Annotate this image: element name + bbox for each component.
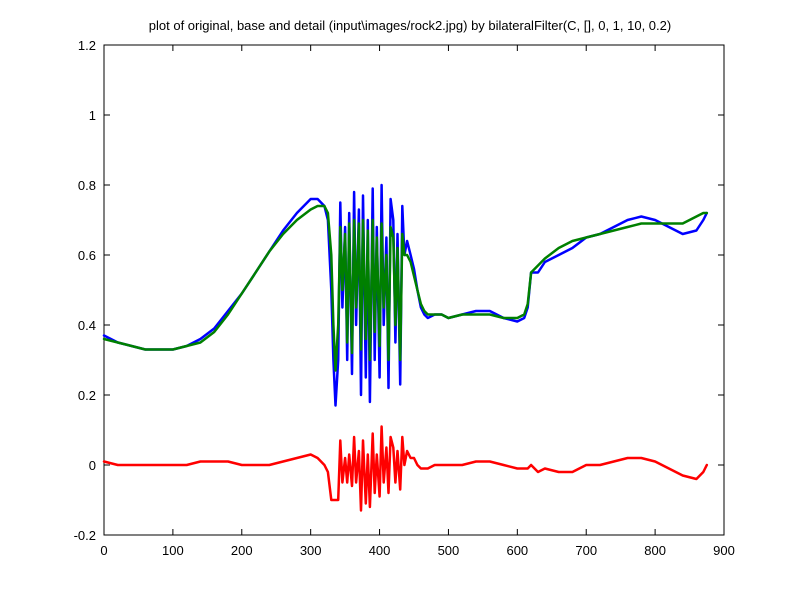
y-tick-label: -0.2 bbox=[74, 528, 96, 543]
x-tick-label: 500 bbox=[438, 543, 460, 558]
series-line-detail bbox=[102, 425, 709, 512]
x-tick-label: 900 bbox=[713, 543, 735, 558]
x-tick-label: 300 bbox=[300, 543, 322, 558]
series-layer bbox=[102, 183, 709, 512]
series-line-original bbox=[102, 183, 709, 407]
plot-area: 0 100 200 300 400 500 600 700 800 900 -0.2 0 0.2 0.4… bbox=[74, 38, 735, 558]
axes-box bbox=[103, 44, 725, 536]
x-tick-label: 800 bbox=[644, 543, 666, 558]
y-axis: -0.2 0 0.2 0.4 0.6 0.8 1 1.2 bbox=[74, 38, 724, 543]
series-line-base bbox=[102, 204, 709, 372]
x-tick-label: 0 bbox=[100, 543, 107, 558]
x-axis: 0 100 200 300 400 500 600 700 800 900 bbox=[100, 45, 735, 558]
y-tick-label: 0.8 bbox=[78, 178, 96, 193]
y-tick-label: 0 bbox=[89, 458, 96, 473]
x-tick-label: 400 bbox=[369, 543, 391, 558]
y-tick-label: 0.4 bbox=[78, 318, 96, 333]
y-tick-label: 1 bbox=[89, 108, 96, 123]
y-tick-label: 0.6 bbox=[78, 248, 96, 263]
y-tick-label: 1.2 bbox=[78, 38, 96, 53]
chart-title: plot of original, base and detail (input… bbox=[149, 18, 671, 33]
x-tick-label: 200 bbox=[231, 543, 253, 558]
x-tick-label: 100 bbox=[162, 543, 184, 558]
x-tick-label: 600 bbox=[506, 543, 528, 558]
x-tick-label: 700 bbox=[575, 543, 597, 558]
y-tick-label: 0.2 bbox=[78, 388, 96, 403]
